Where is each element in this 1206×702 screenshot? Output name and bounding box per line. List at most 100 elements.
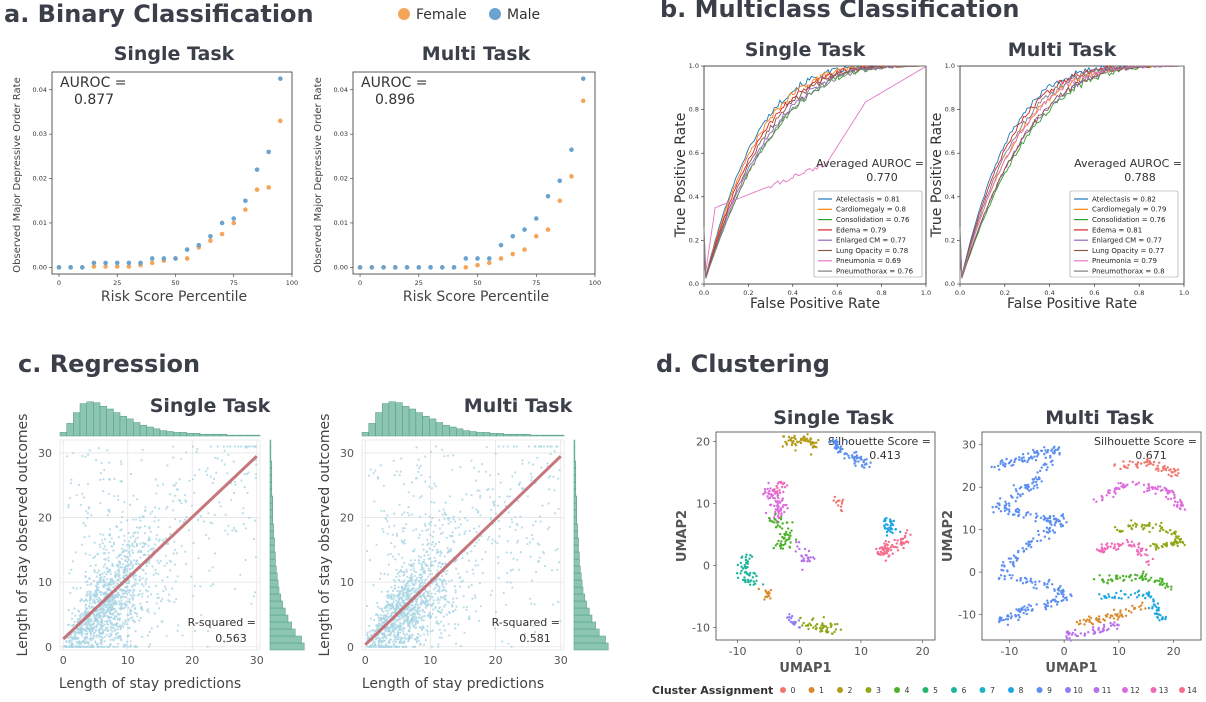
observation-point [400, 612, 403, 615]
legend-entry: Cardiomegaly = 0.8 [836, 206, 906, 214]
observation-point [438, 577, 441, 580]
umap-point [780, 481, 783, 485]
observation-point [124, 555, 127, 559]
umap-point [776, 542, 779, 545]
observation-point [117, 564, 120, 567]
observation-point [415, 587, 418, 591]
observation-point [510, 645, 513, 648]
observation-point [227, 453, 230, 457]
observation-point [244, 558, 247, 562]
umap-point [1104, 614, 1108, 617]
x-tick-label: 0 [57, 279, 61, 287]
observation-point [134, 611, 137, 615]
observation-point [529, 472, 533, 475]
umap-point [1013, 460, 1016, 464]
observation-point [133, 540, 136, 543]
umap-point [1015, 608, 1018, 611]
umap-point [1149, 596, 1152, 599]
observation-point [109, 581, 112, 584]
observation-point [157, 540, 160, 543]
observation-point [470, 584, 473, 587]
legend-female-label: Female [416, 7, 467, 23]
observation-point [508, 495, 511, 498]
observation-point [441, 513, 444, 516]
observation-point [519, 515, 522, 518]
observation-point [95, 595, 98, 598]
umap-point [1008, 504, 1011, 507]
observation-point [150, 593, 153, 596]
umap-point [806, 439, 810, 442]
observation-point [407, 624, 410, 627]
umap-point [1160, 581, 1163, 584]
umap-point [1176, 501, 1179, 504]
observation-point [447, 622, 450, 626]
observation-point [450, 579, 453, 582]
observation-point [405, 523, 408, 526]
observation-point [410, 609, 413, 612]
umap-point [1137, 481, 1141, 484]
umap-point [1167, 498, 1170, 501]
umap-point [1069, 639, 1073, 642]
umap-point [1017, 508, 1021, 512]
cluster-legend-marker [780, 687, 786, 693]
umap-point [1156, 464, 1159, 467]
umap-point [1134, 577, 1137, 581]
observation-point [436, 599, 439, 602]
umap-point [1107, 489, 1110, 492]
umap-point [1100, 546, 1104, 549]
umap-point [741, 555, 744, 558]
umap-point [883, 526, 887, 530]
observation-point [229, 445, 232, 448]
umap-point [830, 632, 834, 635]
observation-point [109, 628, 112, 631]
observation-point [427, 528, 430, 531]
observation-point [115, 624, 118, 627]
y-tick-label: 0.01 [334, 219, 348, 227]
observation-point [99, 593, 102, 597]
observation-point [87, 453, 90, 456]
observation-point [425, 551, 428, 554]
x-tick-label: 10 [121, 654, 135, 667]
umap-point [1060, 522, 1063, 526]
umap-point [1026, 483, 1030, 486]
observation-point [109, 638, 112, 642]
umap-point [1164, 586, 1167, 589]
y-tick-label: 0.4 [689, 193, 699, 201]
y-tick-label: 20 [962, 481, 976, 494]
observation-point [89, 599, 92, 602]
umap-point [814, 627, 818, 631]
observation-point [379, 572, 382, 575]
observation-point [86, 580, 89, 583]
observation-point [386, 590, 389, 593]
observation-point [132, 518, 135, 521]
umap-point [1174, 532, 1177, 536]
observation-point [418, 559, 421, 562]
observation-point [422, 601, 425, 604]
umap-point [834, 628, 838, 631]
umap-point [885, 534, 889, 537]
observation-point [120, 515, 124, 519]
observation-point [129, 617, 132, 620]
observation-point [392, 579, 395, 582]
observation-point [84, 623, 87, 626]
observation-point [111, 581, 114, 584]
male-point [569, 147, 574, 152]
observation-point [416, 636, 420, 639]
observation-point [108, 510, 111, 513]
observation-point [137, 562, 140, 566]
observation-point [100, 639, 103, 642]
y-tick-label: 1.0 [689, 62, 699, 70]
observation-point [106, 620, 109, 623]
observation-point [409, 619, 412, 622]
observation-point [123, 534, 126, 537]
umap-point [1000, 459, 1004, 462]
subplot-title: Single Task [114, 43, 235, 65]
observation-point [104, 605, 107, 609]
observation-point [118, 575, 121, 578]
umap-point [809, 437, 813, 441]
observation-point [494, 540, 497, 543]
chart-b-single-task: Single Task0.00.00.20.20.40.40.60.60.80.… [673, 39, 931, 312]
observation-point [106, 645, 109, 648]
observation-point [85, 510, 88, 513]
observation-point [239, 573, 242, 577]
